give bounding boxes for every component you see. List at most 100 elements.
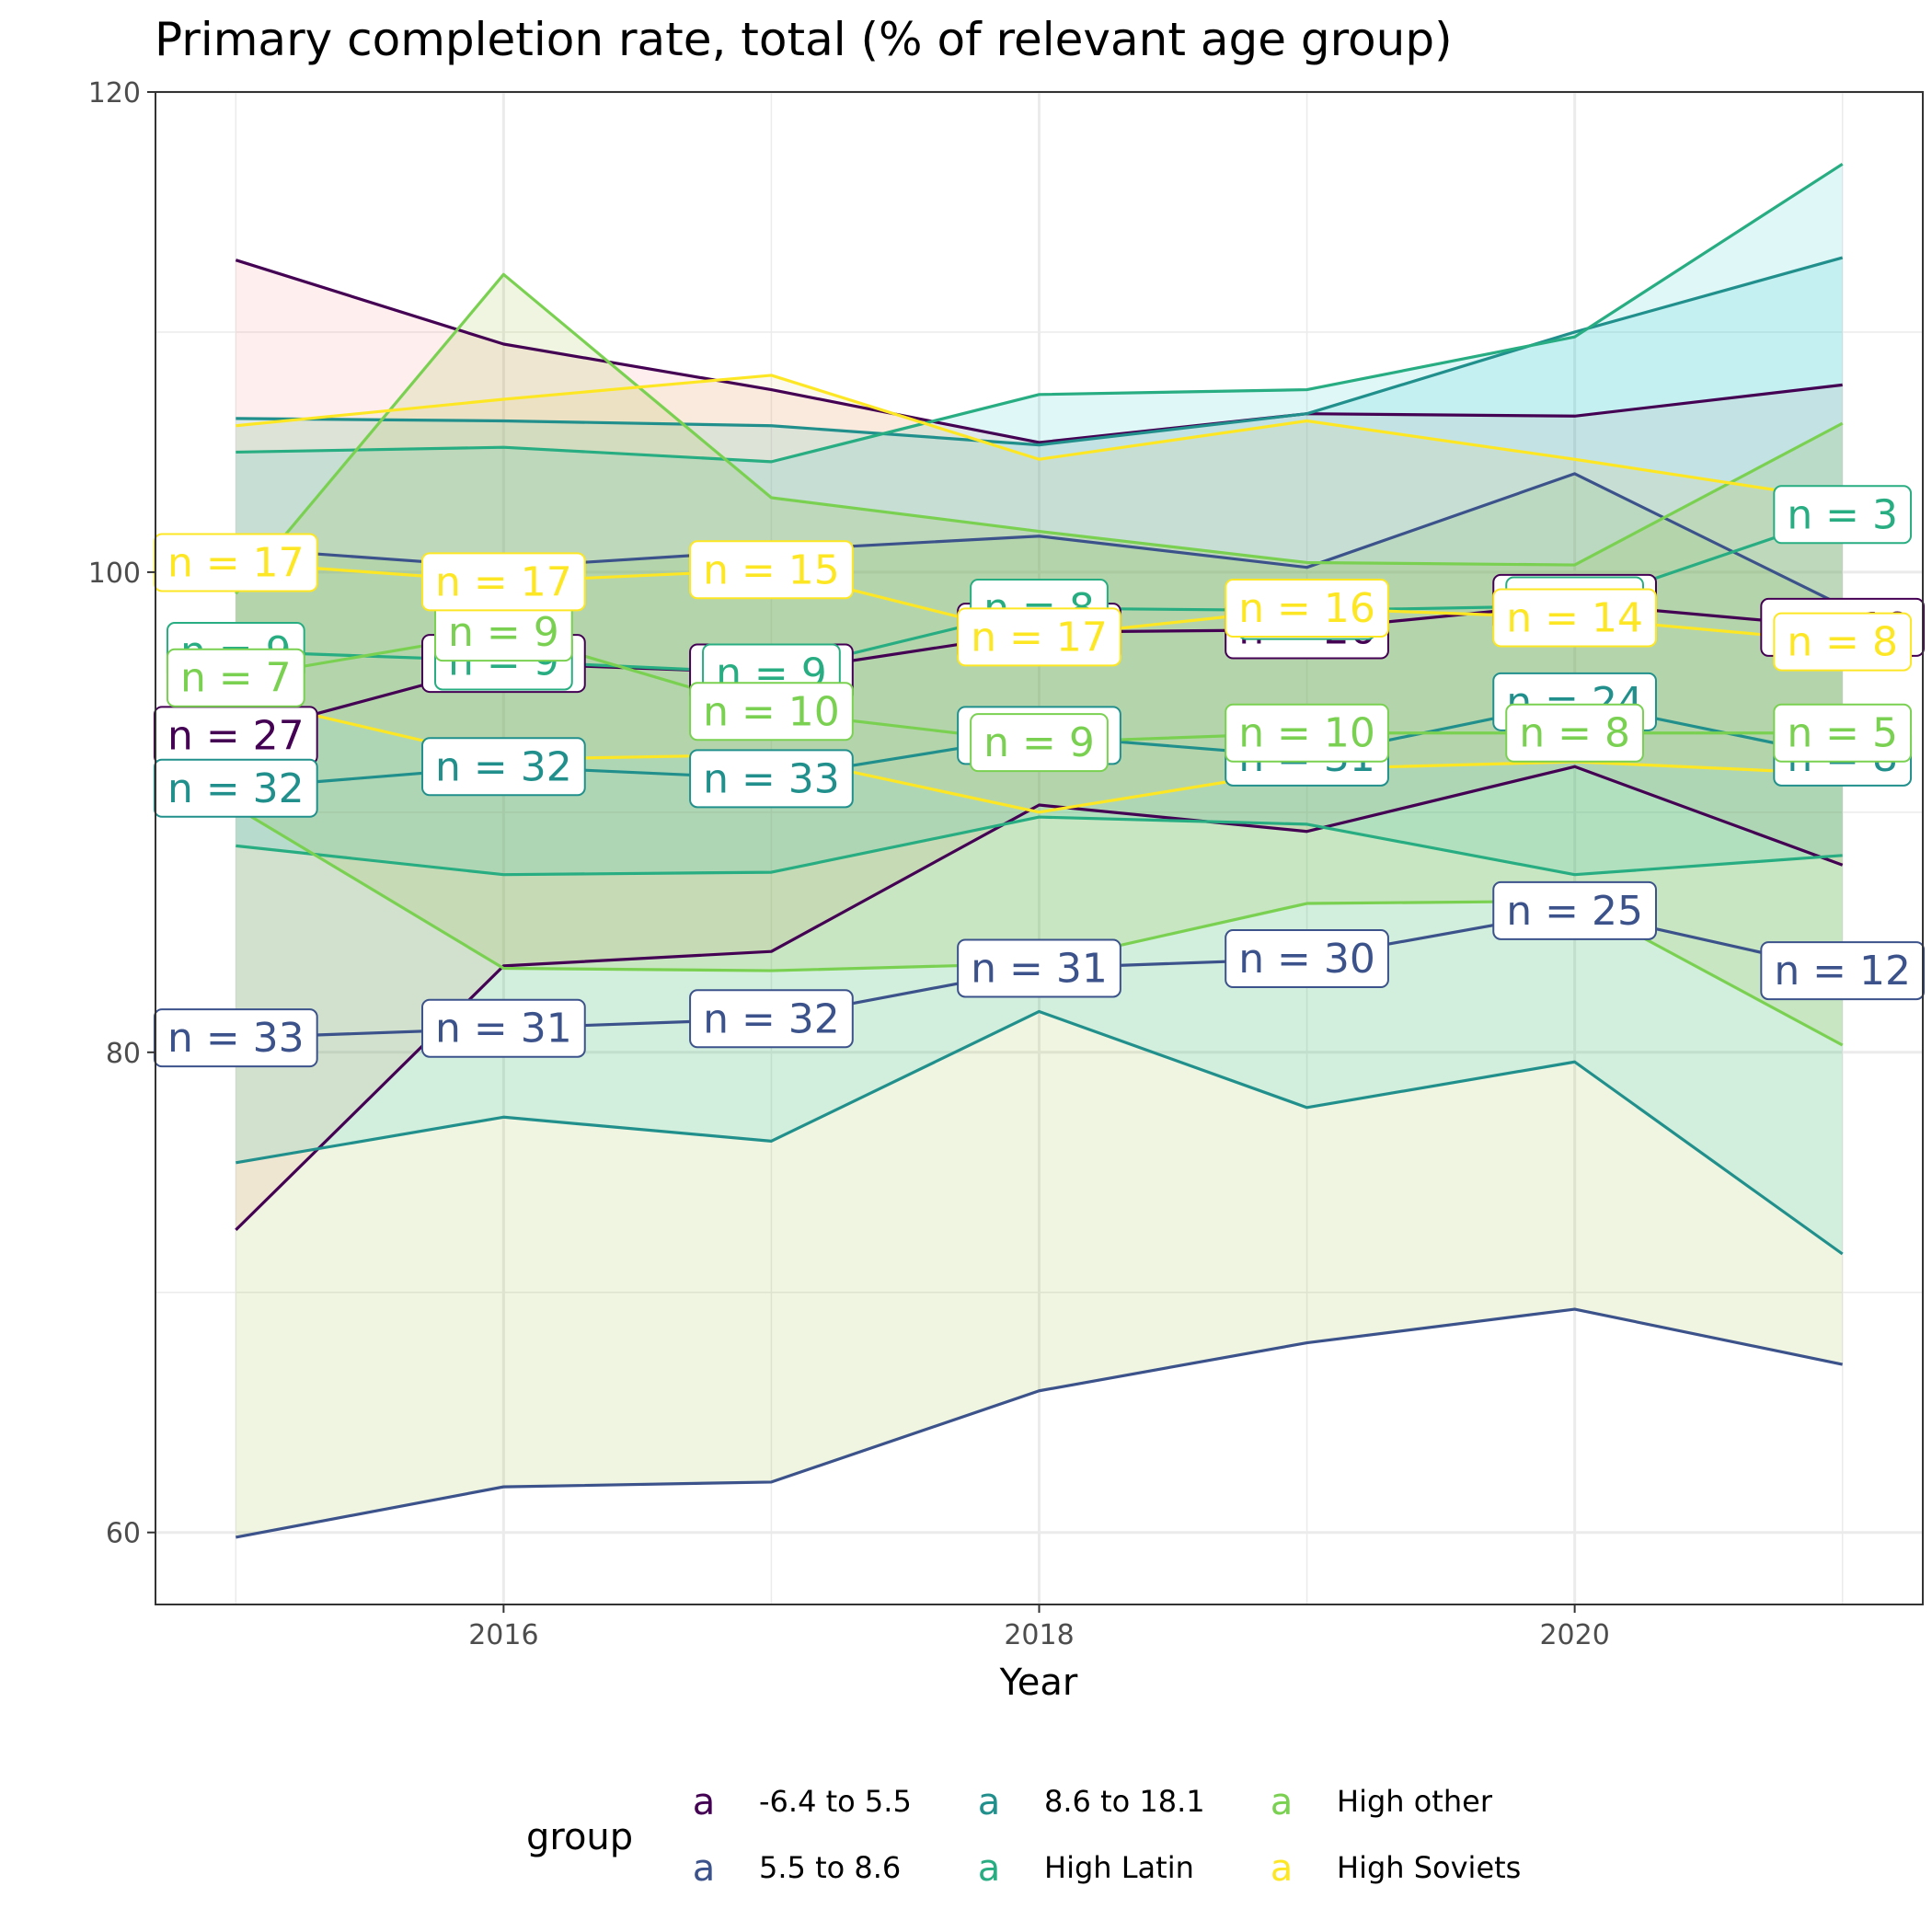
legend-item: a 8.6 to 18.1 xyxy=(978,1781,1205,1823)
n-label-text: n = 14 xyxy=(1506,594,1643,641)
series-line-lower xyxy=(236,1307,1844,1539)
legend-title: group xyxy=(526,1816,633,1858)
n-label-box xyxy=(1492,880,1657,940)
n-label-text: n = 25 xyxy=(1506,888,1643,935)
legend-key-glyph: a xyxy=(1271,1847,1294,1890)
n-label-text: n = 12 xyxy=(1774,948,1911,995)
n-label-box xyxy=(1225,579,1389,638)
legend-label: 5.5 to 8.6 xyxy=(759,1850,901,1885)
n-label-box xyxy=(153,1008,318,1068)
x-axis-title: Year xyxy=(999,1662,1078,1704)
n-label-box xyxy=(166,648,305,707)
n-label-text: n = 10 xyxy=(703,688,840,735)
n-label: n = 31 xyxy=(957,938,1121,998)
n-label-box xyxy=(1773,703,1913,763)
ribbon-area xyxy=(236,164,1843,875)
n-label: n = 10 xyxy=(1225,703,1389,763)
y-tick-label: 60 xyxy=(106,1518,141,1550)
series-line-upper xyxy=(235,272,1844,595)
x-tick-label: 2018 xyxy=(1004,1619,1074,1651)
n-label-text: n = 15 xyxy=(703,546,840,593)
n-label: n = 5 xyxy=(1773,703,1913,763)
n-label-text: n = 9 xyxy=(448,609,559,656)
n-label-text: n = 17 xyxy=(435,558,572,605)
n-label-box xyxy=(1505,703,1644,763)
legend-item: a 5.5 to 8.6 xyxy=(693,1847,902,1890)
n-label-text: n = 9 xyxy=(983,719,1095,766)
n-label-box xyxy=(153,758,318,818)
n-label: n = 16 xyxy=(1225,579,1389,638)
legend-label: High Soviets xyxy=(1337,1850,1521,1885)
n-label: n = 17 xyxy=(957,607,1121,667)
n-label: n = 32 xyxy=(421,737,586,797)
y-tick-label: 100 xyxy=(88,558,141,590)
n-label: n = 32 xyxy=(153,758,318,818)
n-label: n = 32 xyxy=(689,989,854,1049)
x-tick-label: 2016 xyxy=(468,1619,538,1651)
n-label-text: n = 10 xyxy=(1238,710,1375,757)
n-label-box xyxy=(153,533,318,592)
series-line-lower xyxy=(236,815,1843,877)
n-label-box xyxy=(1773,612,1913,672)
n-label-box xyxy=(421,737,586,797)
n-label-text: n = 3 xyxy=(1787,491,1898,538)
n-label-text: n = 17 xyxy=(971,614,1108,661)
n-label-text: n = 32 xyxy=(167,765,305,812)
n-label: n = 17 xyxy=(421,552,586,612)
n-label-text: n = 17 xyxy=(167,539,305,586)
n-label-text: n = 32 xyxy=(435,743,572,790)
legend-key-glyph: a xyxy=(1271,1781,1294,1823)
n-label: n = 17 xyxy=(153,533,318,592)
n-label-text: n = 33 xyxy=(167,1015,305,1062)
n-label-text: n = 30 xyxy=(1238,936,1375,983)
n-label-box xyxy=(689,540,854,600)
n-label-text: n = 7 xyxy=(180,655,292,702)
n-label-box xyxy=(1225,703,1389,763)
n-label-text: n = 8 xyxy=(1519,710,1630,757)
n-label-box xyxy=(1773,485,1913,545)
legend-label: High other xyxy=(1337,1784,1493,1819)
series-line-lower xyxy=(236,1009,1844,1256)
y-tick-label: 80 xyxy=(106,1038,141,1070)
n-label-box xyxy=(1492,588,1657,648)
y-tick-label: 120 xyxy=(88,77,141,109)
n-label-box xyxy=(689,749,854,809)
n-label: n = 30 xyxy=(1225,929,1389,989)
n-label-box xyxy=(421,998,586,1058)
n-label: n = 9 xyxy=(970,713,1109,773)
n-label-box xyxy=(421,552,586,612)
n-label-box xyxy=(970,713,1109,773)
legend-label: 8.6 to 18.1 xyxy=(1044,1784,1205,1819)
ribbons xyxy=(236,164,1843,1537)
x-tick-label: 2020 xyxy=(1539,1619,1609,1651)
n-label: n = 33 xyxy=(689,749,854,809)
legend-item: a High Latin xyxy=(978,1847,1194,1890)
n-label-text: n = 16 xyxy=(1238,585,1375,632)
n-label: n = 15 xyxy=(689,540,854,600)
n-label: n = 25 xyxy=(1492,880,1657,940)
legend-key-glyph: a xyxy=(693,1847,716,1890)
legend-key-glyph: a xyxy=(978,1847,1001,1890)
n-label: n = 9 xyxy=(434,603,573,662)
n-label-text: n = 33 xyxy=(703,755,840,802)
ribbon-area xyxy=(236,473,1843,1537)
n-label-box xyxy=(1225,929,1389,989)
n-label-box xyxy=(957,607,1121,667)
series-line-upper xyxy=(236,374,1843,502)
series-line-lower xyxy=(235,765,1844,1232)
legend-item: a -6.4 to 5.5 xyxy=(693,1781,912,1823)
n-label-text: n = 31 xyxy=(435,1006,572,1052)
legend-item: a High Soviets xyxy=(1271,1847,1522,1890)
legend-label: High Latin xyxy=(1044,1850,1194,1885)
legend-key-glyph: a xyxy=(693,1781,716,1823)
n-label: n = 3 xyxy=(1773,485,1913,545)
n-label-box xyxy=(1760,941,1926,1001)
n-label-box xyxy=(957,938,1121,998)
legend: group a -6.4 to 5.5 a 5.5 to 8.6 a 8.6 to 18.… xyxy=(526,1781,1521,1890)
series-line-upper xyxy=(236,256,1844,447)
n-label-text: n = 8 xyxy=(1787,619,1898,666)
n-label: n = 12 xyxy=(1760,941,1926,1001)
legend-label: -6.4 to 5.5 xyxy=(759,1784,912,1819)
n-label-text: n = 5 xyxy=(1787,710,1898,757)
